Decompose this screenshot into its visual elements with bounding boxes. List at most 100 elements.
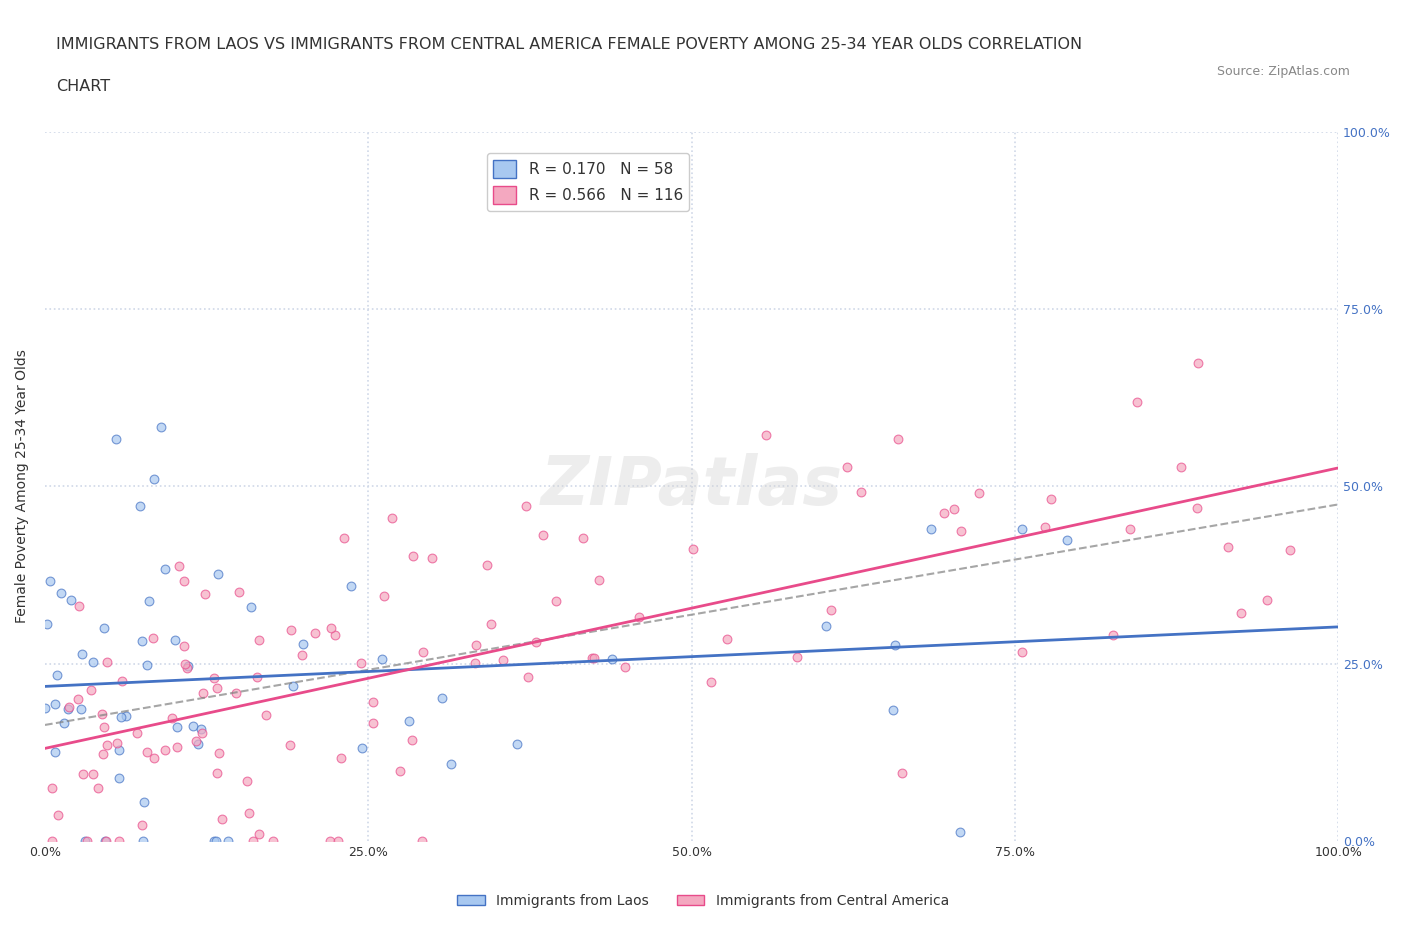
Point (1056, 533, 1078, 548)
Text: IMMIGRANTS FROM LAOS VS IMMIGRANTS FROM CENTRAL AMERICA FEMALE POVERTY AMONG 25-: IMMIGRANTS FROM LAOS VS IMMIGRANTS FROM … (56, 37, 1083, 52)
Legend: R = 0.170   N = 58, R = 0.566   N = 116: R = 0.170 N = 58, R = 0.566 N = 116 (488, 153, 689, 210)
Point (1187, 500, 1209, 515)
Point (254, 708, 277, 723)
Point (292, 637, 315, 652)
Point (1033, 520, 1056, 535)
Point (492, 652, 515, 667)
Point (217, 834, 239, 849)
Point (167, 559, 190, 574)
Point (93, 720, 115, 735)
Point (142, 472, 165, 486)
Point (1229, 605, 1251, 620)
Point (207, 566, 229, 581)
Point (82, 655, 104, 670)
Point (190, 722, 212, 737)
Point (432, 691, 454, 706)
Point (420, 551, 443, 565)
Point (176, 660, 198, 675)
Point (41, 780, 63, 795)
Point (891, 765, 914, 780)
Point (239, 599, 262, 614)
Point (969, 486, 991, 501)
Point (194, 587, 217, 602)
Point (402, 549, 425, 564)
Point (44, 745, 66, 760)
Point (517, 670, 540, 684)
Point (153, 742, 176, 757)
Point (166, 720, 188, 735)
Point (921, 521, 943, 536)
Point (141, 631, 163, 645)
Point (1187, 355, 1209, 370)
Point (46, 668, 69, 683)
Point (506, 737, 529, 751)
Legend: Immigrants from Laos, Immigrants from Central America: Immigrants from Laos, Immigrants from Ce… (451, 889, 955, 914)
Point (716, 631, 738, 646)
Point (173, 574, 195, 589)
Point (247, 826, 270, 841)
Point (153, 562, 176, 577)
Point (440, 757, 463, 772)
Point (186, 734, 208, 749)
Y-axis label: Female Poverty Among 25-34 Year Olds: Female Poverty Among 25-34 Year Olds (15, 350, 30, 623)
Point (412, 644, 434, 659)
Point (326, 834, 349, 849)
Point (477, 558, 499, 573)
Point (1126, 394, 1149, 409)
Point (56, 702, 79, 717)
Point (205, 765, 228, 780)
Point (361, 695, 384, 710)
Point (87, 781, 110, 796)
Point (882, 702, 904, 717)
Point (228, 584, 250, 599)
Point (49, 585, 72, 600)
Point (204, 834, 226, 849)
Point (94, 834, 117, 849)
Point (330, 751, 353, 765)
Point (755, 428, 778, 443)
Point (820, 602, 842, 617)
Point (138, 593, 160, 608)
Point (1256, 592, 1278, 607)
Point (1119, 522, 1142, 537)
Point (76, 834, 98, 849)
Point (191, 725, 214, 740)
Point (115, 709, 138, 724)
Point (108, 834, 131, 849)
Point (948, 825, 970, 840)
Point (304, 626, 326, 641)
Point (340, 578, 363, 593)
Point (177, 658, 200, 673)
Point (34, 700, 56, 715)
Text: Source: ZipAtlas.com: Source: ZipAtlas.com (1216, 65, 1350, 78)
Point (1011, 644, 1033, 659)
Point (323, 628, 346, 643)
Point (582, 651, 605, 666)
Point (202, 834, 225, 849)
Point (53, 715, 76, 730)
Point (943, 501, 966, 516)
Point (281, 679, 304, 694)
Point (202, 671, 225, 685)
Point (398, 713, 420, 728)
Point (39, 574, 62, 589)
Point (108, 742, 131, 757)
Point (208, 745, 231, 760)
Point (352, 740, 374, 755)
Point (132, 834, 155, 849)
Point (401, 732, 423, 747)
Point (361, 715, 384, 730)
Point (515, 498, 537, 513)
Point (205, 681, 228, 696)
Point (381, 511, 404, 525)
Point (58, 699, 80, 714)
Point (181, 718, 204, 733)
Point (82, 766, 104, 781)
Point (464, 656, 486, 671)
Point (67, 599, 90, 614)
Point (131, 817, 153, 832)
Point (600, 652, 623, 667)
Point (388, 764, 411, 778)
Point (581, 651, 603, 666)
Point (851, 485, 873, 499)
